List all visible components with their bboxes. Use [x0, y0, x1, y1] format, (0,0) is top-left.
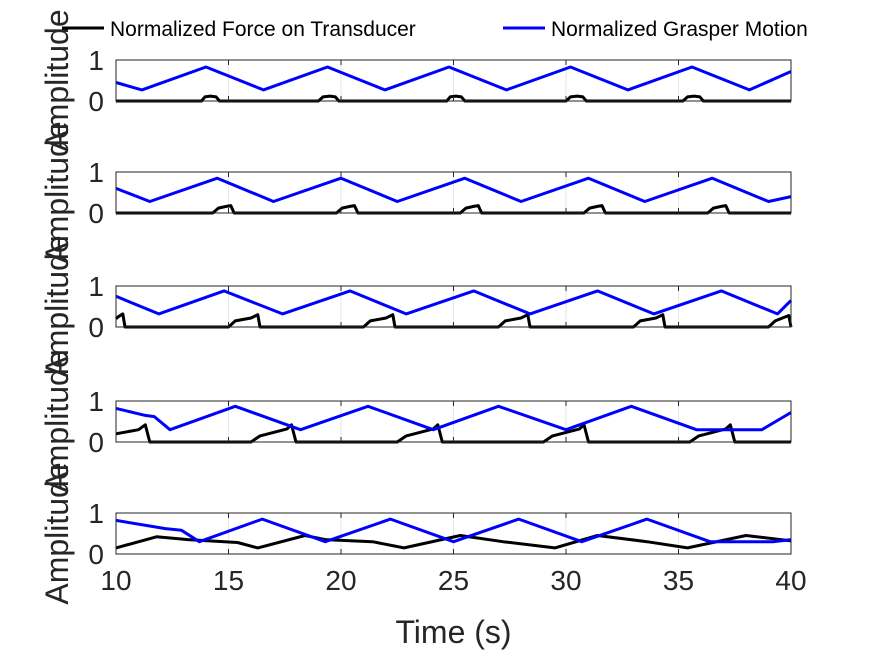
x-tick-label: 10 [100, 565, 131, 596]
y-tick-label: 0 [88, 198, 104, 229]
y-axis-title: Amplitude [39, 462, 75, 604]
subplot-3: 0 1 Amplitude [39, 235, 793, 378]
y-tick-label: 0 [88, 86, 104, 117]
x-tick-label: 35 [663, 565, 694, 596]
y-tick-label: 1 [88, 45, 104, 76]
x-axis-title: Time (s) [395, 614, 511, 650]
x-tick-label: 30 [550, 565, 581, 596]
x-tick-label: 20 [325, 565, 356, 596]
y-axis-title: Amplitude [39, 350, 75, 492]
y-tick-label: 1 [88, 271, 104, 302]
series-line-motion [115, 517, 792, 544]
y-axis-title: Amplitude [39, 9, 75, 151]
subplot-2: 0 1 Amplitude [39, 121, 792, 264]
y-tick-label: 1 [88, 386, 104, 417]
series-line-force [115, 534, 792, 550]
y-tick-label: 0 [88, 427, 104, 458]
y-axis-title: Amplitude [39, 235, 75, 377]
series-line-motion [115, 176, 792, 203]
legend-label-motion: Normalized Grasper Motion [551, 18, 808, 41]
x-tick-label: 40 [775, 565, 806, 596]
legend: Normalized Force on Transducer Normalize… [62, 18, 808, 41]
y-tick-label: 0 [88, 539, 104, 570]
y-tick-label: 1 [88, 498, 104, 529]
series-line-force [116, 204, 791, 215]
x-tick-label: 15 [213, 565, 244, 596]
subplot-5: 0 1 Amplitude 10 15 20 25 30 35 40 Time (s) [39, 462, 807, 650]
series-line-motion [115, 65, 792, 92]
x-tick-label: 25 [438, 565, 469, 596]
y-tick-label: 1 [88, 157, 104, 188]
series-line-force [116, 94, 791, 103]
subplot-4: 0 1 Amplitude [39, 350, 792, 493]
legend-label-force: Normalized Force on Transducer [110, 18, 416, 41]
series-line-motion [115, 404, 792, 432]
series-line-motion [115, 289, 793, 316]
axes-layer: 0 1 Amplitude 0 1 Amplitude 0 1 Amplitude 0 1 Ampli… [39, 9, 807, 650]
y-tick-label: 0 [88, 312, 104, 343]
y-axis-title: Amplitude [39, 121, 75, 263]
subplot-1: 0 1 Amplitude [39, 9, 792, 152]
